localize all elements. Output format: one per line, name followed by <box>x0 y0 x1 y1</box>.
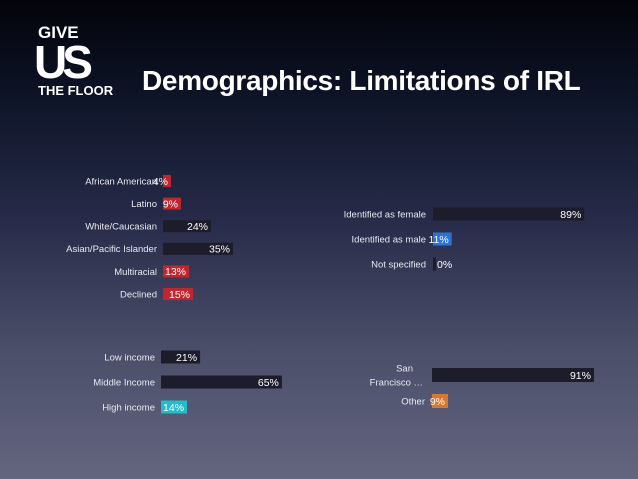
logo-line-us: US <box>34 36 93 88</box>
ethnicity-value-label: 15% <box>169 289 190 301</box>
gender-category-label: Identified as male <box>352 234 426 245</box>
income-chart: 21% Low income 65% Middle Income 14% High inc… <box>93 350 282 414</box>
ethnicity-value-label: 4% <box>153 176 168 188</box>
income-bar <box>161 400 187 414</box>
income-bar <box>161 350 201 364</box>
logo-line-give: GIVE <box>38 23 79 42</box>
gender-bar <box>433 232 452 246</box>
ethnicity-category-label: Declined <box>120 289 157 300</box>
gender-category-label: Identified as female <box>344 209 426 220</box>
ethnicity-bar <box>163 265 189 278</box>
income-value-label: 65% <box>258 377 279 389</box>
ethnicity-value-label: 9% <box>163 198 178 210</box>
ethnicity-value-label: 13% <box>165 266 186 278</box>
ethnicity-category-label: African American <box>85 176 157 187</box>
income-value-label: 14% <box>163 402 184 414</box>
ethnicity-value-label: 24% <box>187 221 208 233</box>
ethnicity-category-label: Multiracial <box>114 267 157 278</box>
ethnicity-chart: 4%African American 9% Latino 24% White/Cauca… <box>66 175 233 301</box>
ethnicity-bar <box>163 242 233 255</box>
gender-bar <box>433 257 436 271</box>
location-value-label: 9% <box>430 396 445 408</box>
income-category-label: Low income <box>104 352 155 363</box>
ethnicity-category-label: Latino <box>131 199 157 210</box>
gender-value-label: 89% <box>560 209 581 221</box>
gender-value-label: 0% <box>437 259 452 271</box>
location-category-label: San Francisco … <box>370 363 423 388</box>
gender-value-label: 11% <box>428 234 448 246</box>
ethnicity-category-label: White/Caucasian <box>85 222 157 233</box>
ethnicity-bar <box>163 288 193 300</box>
location-category-label: Other <box>401 396 425 407</box>
slide-title: Demographics: Limitations of IRL <box>142 65 581 96</box>
give-us-the-floor-logo: GIVE US THE FLOOR <box>34 23 114 98</box>
ethnicity-category-label: Asian/Pacific Islander <box>66 244 157 255</box>
location-chart: 91% San Francisco … 9% Other <box>370 363 594 408</box>
gender-chart: 89% Identified as female 11%Identified as … <box>344 207 585 271</box>
ethnicity-bar <box>163 175 171 187</box>
location-bar <box>432 394 448 408</box>
income-category-label: Middle Income <box>93 377 155 388</box>
gender-bar <box>433 207 585 221</box>
income-category-label: High income <box>102 402 155 413</box>
logo-line-the-floor: THE FLOOR <box>38 83 114 98</box>
location-value-label: 91% <box>570 370 591 382</box>
income-value-label: 21% <box>176 352 197 364</box>
ethnicity-bar <box>163 197 181 210</box>
gender-category-label: Not specified <box>371 259 426 270</box>
ethnicity-value-label: 35% <box>209 244 230 256</box>
location-bar <box>432 368 594 382</box>
ethnicity-bar <box>163 220 211 233</box>
income-bar <box>161 375 282 389</box>
